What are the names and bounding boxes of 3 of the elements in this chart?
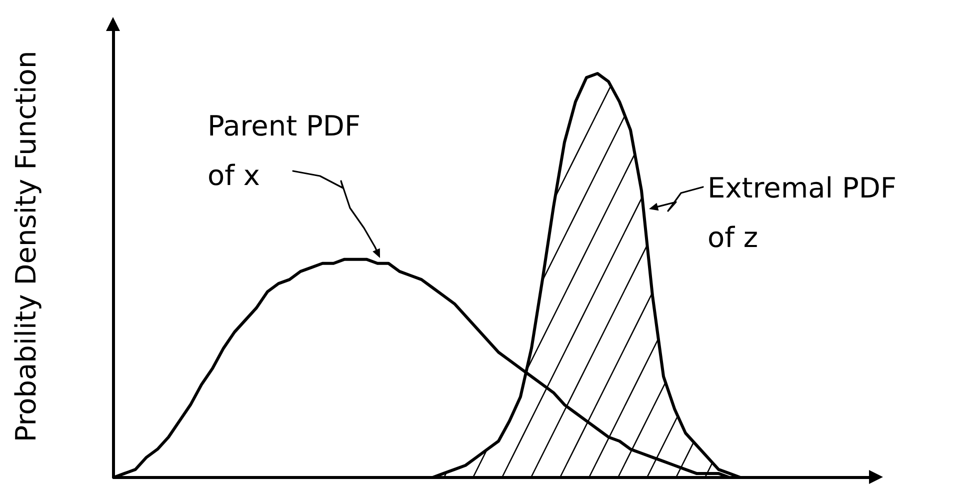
text: Parent PDF of x: [208, 110, 361, 192]
legend-label: Extremal PDF of z: [708, 172, 897, 254]
y-axis-title: Probability Density Function: [10, 50, 42, 442]
